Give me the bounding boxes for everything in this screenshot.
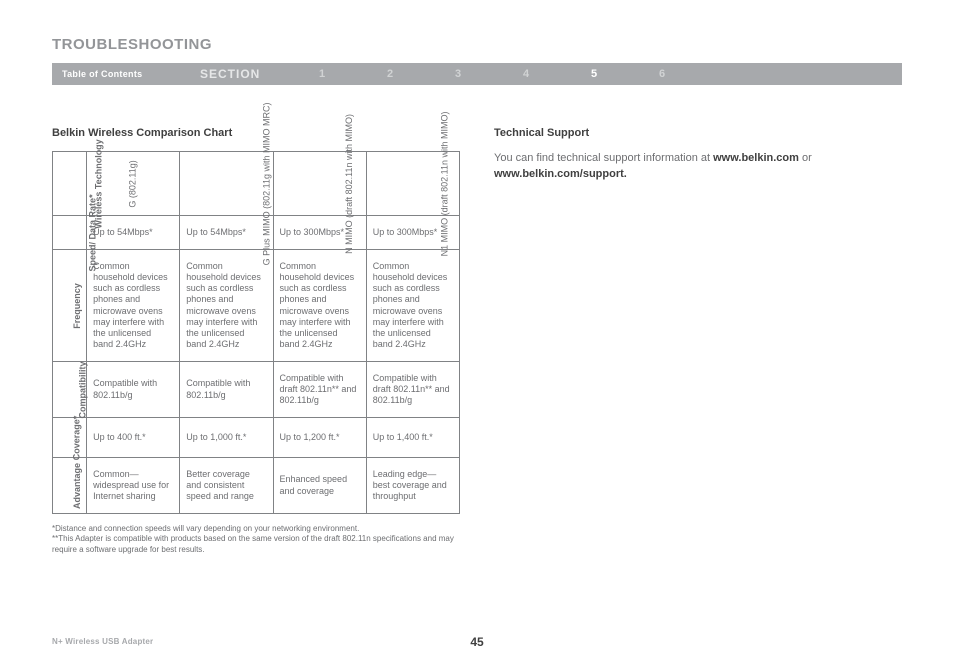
- table-cell: N1 MIMO (draft 802.11n with MIMO): [366, 152, 459, 216]
- footnote-1: *Distance and connection speeds will var…: [52, 524, 460, 534]
- table-cell: Enhanced speed and coverage: [273, 458, 366, 514]
- nav-item-4[interactable]: 4: [492, 68, 560, 80]
- table-cell: Compatible with 802.11b/g: [180, 362, 273, 418]
- row-header-coverage: Coverage*: [53, 418, 87, 458]
- section-nav: Table of Contents SECTION 1 2 3 4 5 6: [52, 63, 902, 85]
- support-heading: Technical Support: [494, 127, 902, 139]
- comparison-table: Wireless Technology G (802.11g) G Plus M…: [52, 151, 460, 514]
- row-header-frequency: Frequency: [53, 250, 87, 362]
- table-cell: Common household devices such as cordles…: [87, 250, 180, 362]
- support-url-2[interactable]: www.belkin.com/support.: [494, 168, 627, 180]
- row-header-advantage: Advantage: [53, 458, 87, 514]
- table-cell: Up to 1,000 ft.*: [180, 418, 273, 458]
- row-header-speed: Speed/ Data Rate*: [53, 216, 87, 250]
- table-cell: Better coverage and consistent speed and…: [180, 458, 273, 514]
- table-cell: Compatible with draft 802.11n** and 802.…: [273, 362, 366, 418]
- footer-page-number: 45: [470, 635, 483, 649]
- footnotes: *Distance and connection speeds will var…: [52, 524, 460, 555]
- table-cell: Common household devices such as cordles…: [180, 250, 273, 362]
- row-header-compatibility: Compatibility: [53, 362, 87, 418]
- table-cell: Up to 54Mbps*: [180, 216, 273, 250]
- table-cell: Common household devices such as cordles…: [273, 250, 366, 362]
- nav-item-3[interactable]: 3: [424, 68, 492, 80]
- table-cell: Compatible with draft 802.11n** and 802.…: [366, 362, 459, 418]
- table-cell: Leading edge— best coverage and throughp…: [366, 458, 459, 514]
- table-cell: N MIMO (draft 802.11n with MIMO): [273, 152, 366, 216]
- footer-product: N+ Wireless USB Adapter: [52, 637, 153, 646]
- table-cell: G Plus MIMO (802.11g with MIMO MRC): [180, 152, 273, 216]
- page-title: TROUBLESHOOTING: [52, 36, 902, 53]
- table-cell: Up to 400 ft.*: [87, 418, 180, 458]
- support-url-1[interactable]: www.belkin.com: [713, 152, 799, 164]
- table-cell: Common household devices such as cordles…: [366, 250, 459, 362]
- nav-item-1[interactable]: 1: [288, 68, 356, 80]
- table-cell: Up to 1,200 ft.*: [273, 418, 366, 458]
- table-cell: Common— widespread use for Internet shar…: [87, 458, 180, 514]
- chart-heading: Belkin Wireless Comparison Chart: [52, 127, 460, 139]
- row-header-technology: Wireless Technology: [53, 152, 87, 216]
- nav-toc[interactable]: Table of Contents: [52, 69, 200, 79]
- table-cell: Compatible with 802.11b/g: [87, 362, 180, 418]
- nav-section-label: SECTION: [200, 67, 288, 81]
- nav-item-2[interactable]: 2: [356, 68, 424, 80]
- support-text: You can find technical support informati…: [494, 151, 902, 183]
- footnote-2: **This Adapter is compatible with produc…: [52, 534, 460, 555]
- nav-item-6[interactable]: 6: [628, 68, 696, 80]
- table-cell: Up to 1,400 ft.*: [366, 418, 459, 458]
- nav-item-5[interactable]: 5: [560, 68, 628, 80]
